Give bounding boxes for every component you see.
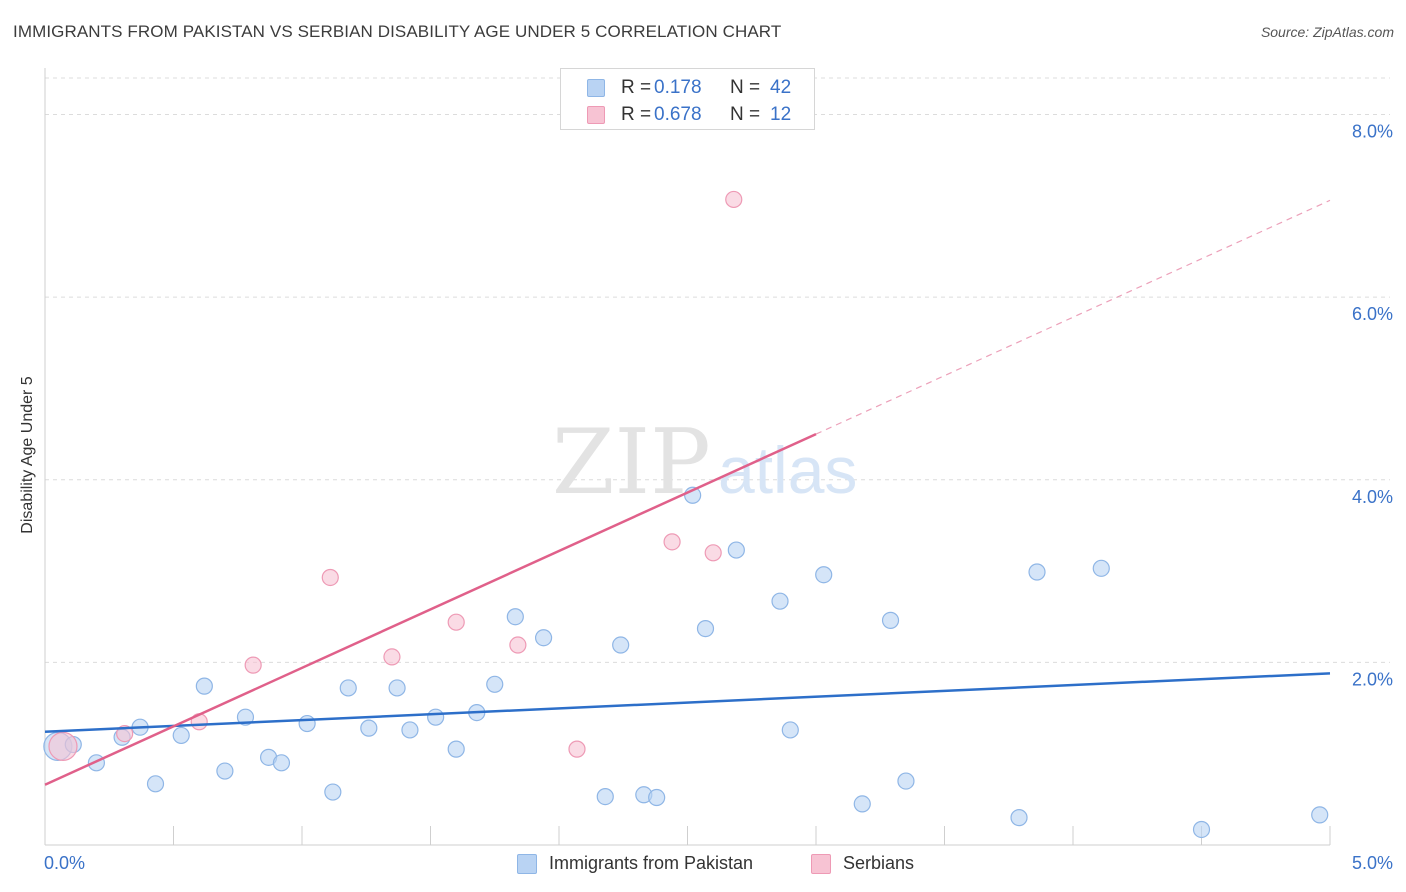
n-label: N = (730, 77, 761, 98)
legend-swatch-blue (517, 854, 537, 874)
pakistan-point (771, 592, 789, 610)
pakistan-point (781, 721, 799, 739)
x-tick-label: 0.0% (44, 853, 85, 873)
serbian-point (244, 656, 262, 674)
r-value: 0.178 (654, 77, 702, 98)
pakistan-point (881, 611, 900, 629)
legend-label: Serbians (843, 853, 915, 873)
watermark-zip: ZIP (552, 410, 711, 515)
x-tick-label: 5.0% (1352, 853, 1393, 873)
pakistan-point (696, 619, 715, 638)
pakistan-point (195, 677, 213, 695)
serbian-point (704, 544, 722, 562)
pakistan-point (1092, 559, 1110, 577)
pakistan-point (236, 708, 255, 726)
pakistan-point (388, 679, 406, 697)
source-label: Source: ZipAtlas.com (1260, 24, 1394, 40)
pakistan-point (339, 679, 357, 697)
pakistan-point (427, 708, 445, 726)
pakistan-point (172, 726, 190, 745)
serbian-point (509, 636, 527, 654)
watermark-atlas: atlas (718, 433, 857, 507)
serbian-point (447, 613, 465, 631)
y-tick-label: 6.0% (1352, 304, 1393, 324)
chart-title: IMMIGRANTS FROM PAKISTAN VS SERBIAN DISA… (13, 22, 782, 41)
pakistan-point (1010, 809, 1028, 827)
correlation-legend: R = 0.178 N = 42 R = 0.678 N = 12 (560, 68, 815, 130)
pakistan-trend-line (44, 672, 1331, 734)
pakistan-point (648, 788, 666, 807)
series-legend: Immigrants from Pakistan Serbians (0, 851, 1406, 879)
serbian-point (321, 568, 339, 587)
r-value: 0.678 (654, 104, 702, 125)
pakistan-point (360, 719, 378, 737)
pakistan-point (853, 795, 871, 813)
legend-swatch-blue (587, 79, 605, 97)
y-axis-label: Disability Age Under 5 (19, 376, 36, 534)
n-value: 42 (770, 77, 792, 98)
serbian-trend-line (44, 432, 817, 786)
pakistan-point (815, 566, 833, 584)
y-tick-label: 8.0% (1352, 122, 1393, 142)
pakistan-point (897, 772, 915, 790)
r-label: R = (621, 104, 652, 125)
pakistan-point (272, 754, 291, 772)
y-tick-label: 2.0% (1352, 669, 1393, 689)
n-value: 12 (770, 104, 792, 125)
pakistan-point (146, 775, 165, 793)
serbian-point (568, 740, 586, 758)
pakistan-point (596, 788, 614, 806)
pakistan-point (612, 636, 630, 654)
pakistan-point (298, 714, 316, 733)
serbian-trend-extension (815, 199, 1331, 435)
pakistan-point (1192, 820, 1211, 839)
pakistan-point (447, 740, 465, 758)
pakistan-point (216, 762, 234, 780)
serbian-point (383, 648, 401, 666)
pakistan-point (727, 541, 745, 559)
r-label: R = (621, 77, 652, 98)
y-tick-label: 4.0% (1352, 487, 1393, 507)
legend-swatch-pink (587, 106, 605, 124)
serbian-point (116, 725, 134, 743)
legend-label: Immigrants from Pakistan (549, 853, 754, 873)
pakistan-point (1028, 563, 1046, 581)
pakistan-point (1311, 806, 1329, 824)
pakistan-point (486, 675, 504, 693)
pakistan-point (324, 783, 342, 801)
n-label: N = (730, 104, 761, 125)
pakistan-point (506, 608, 524, 626)
serbian-point (663, 533, 681, 551)
serbian-point (725, 190, 743, 209)
pakistan-point (534, 629, 553, 647)
serbian-point (48, 731, 78, 761)
pakistan-point (401, 721, 419, 739)
legend-swatch-pink (811, 854, 831, 874)
